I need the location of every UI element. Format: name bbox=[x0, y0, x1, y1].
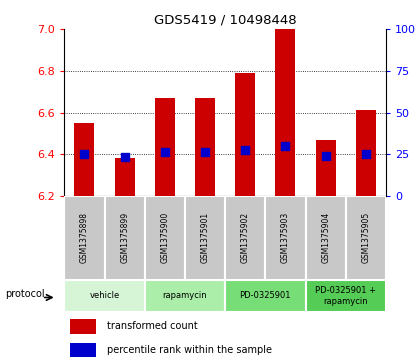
Bar bbox=[185, 196, 225, 280]
Text: GSM1375902: GSM1375902 bbox=[241, 212, 250, 263]
Point bbox=[161, 149, 168, 155]
Bar bbox=[225, 280, 305, 312]
Text: GSM1375903: GSM1375903 bbox=[281, 212, 290, 264]
Point bbox=[81, 151, 88, 157]
Bar bbox=[64, 196, 105, 280]
Point bbox=[242, 147, 249, 153]
Bar bbox=[105, 196, 145, 280]
Point bbox=[363, 151, 369, 157]
Text: GSM1375904: GSM1375904 bbox=[321, 212, 330, 264]
Bar bbox=[265, 196, 305, 280]
Bar bbox=[356, 110, 376, 196]
Text: GSM1375899: GSM1375899 bbox=[120, 212, 129, 263]
Bar bbox=[145, 280, 225, 312]
Point bbox=[282, 143, 289, 149]
Bar bbox=[305, 280, 386, 312]
Bar bbox=[71, 319, 96, 334]
Bar bbox=[276, 29, 295, 196]
Text: vehicle: vehicle bbox=[89, 291, 120, 300]
Bar bbox=[74, 123, 95, 196]
Text: GSM1375900: GSM1375900 bbox=[160, 212, 169, 264]
Text: PD-0325901 +
rapamycin: PD-0325901 + rapamycin bbox=[315, 286, 376, 306]
Text: rapamycin: rapamycin bbox=[163, 291, 207, 300]
Bar bbox=[64, 280, 145, 312]
Text: GSM1375905: GSM1375905 bbox=[361, 212, 370, 264]
Bar bbox=[71, 343, 96, 357]
Point bbox=[121, 155, 128, 160]
Bar bbox=[346, 196, 386, 280]
Bar bbox=[225, 196, 265, 280]
Text: PD-0325901: PD-0325901 bbox=[239, 291, 291, 300]
Text: percentile rank within the sample: percentile rank within the sample bbox=[107, 345, 272, 355]
Text: GSM1375901: GSM1375901 bbox=[200, 212, 210, 263]
Bar bbox=[115, 159, 135, 196]
Text: GSM1375898: GSM1375898 bbox=[80, 212, 89, 263]
Bar bbox=[155, 98, 175, 196]
Point bbox=[322, 154, 329, 159]
Point bbox=[202, 149, 208, 155]
Bar bbox=[315, 140, 336, 196]
Text: transformed count: transformed count bbox=[107, 321, 198, 331]
Text: protocol: protocol bbox=[5, 289, 45, 299]
Bar bbox=[305, 196, 346, 280]
Bar bbox=[195, 98, 215, 196]
Bar bbox=[235, 73, 255, 196]
Bar bbox=[145, 196, 185, 280]
Title: GDS5419 / 10498448: GDS5419 / 10498448 bbox=[154, 13, 296, 26]
